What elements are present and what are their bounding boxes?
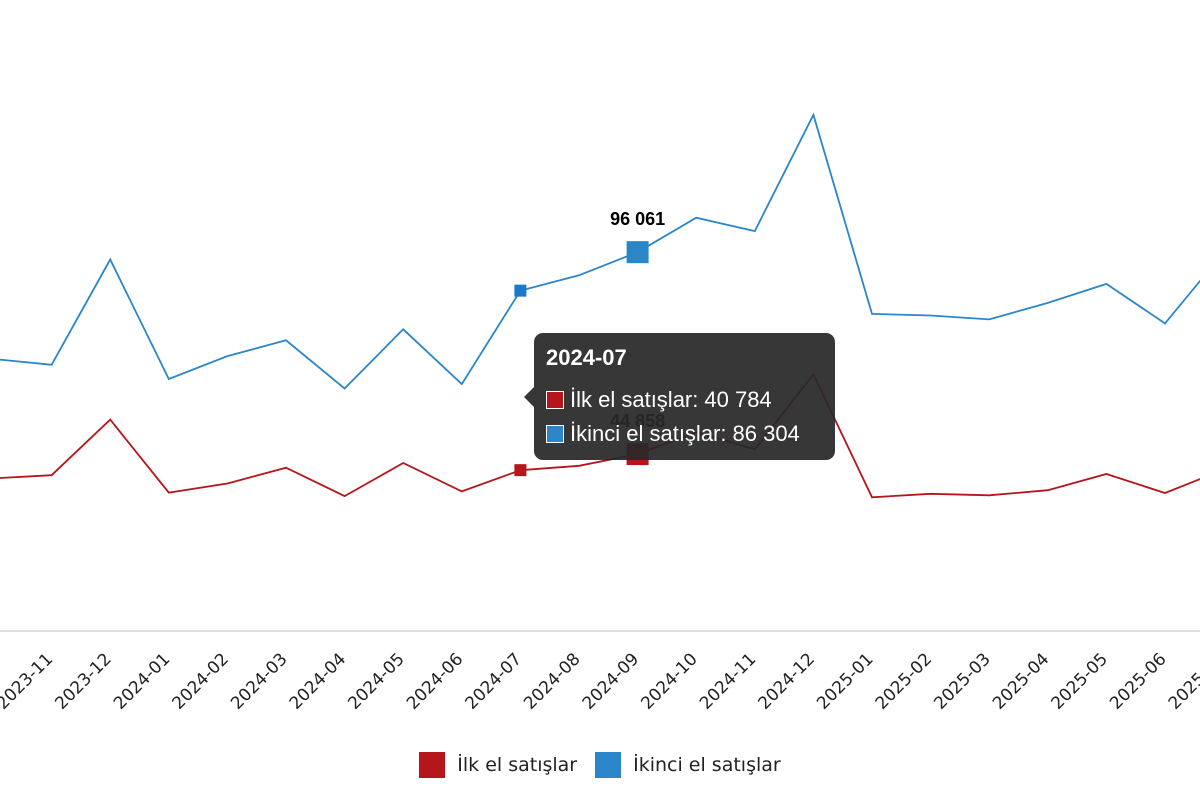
x-tick-label: 2024-08 (520, 649, 584, 713)
x-tick-label: 2025-02 (872, 649, 936, 713)
x-tick-label: 2023-11 (0, 649, 57, 713)
tooltip-title: 2024-07 (546, 345, 627, 370)
hover-marker-ilk-el[interactable] (514, 464, 527, 477)
tooltip-row-ikinci-el: İkinci el satışlar: 86 304 (546, 417, 823, 451)
x-tick-label: 2025-07 (1165, 649, 1200, 713)
x-tick-label: 2024-01 (110, 649, 174, 713)
x-tick-label: 2024-04 (286, 649, 350, 713)
chart-legend: İlk el satışlar İkinci el satışlar (0, 752, 1200, 778)
legend-item-ilk-el[interactable]: İlk el satışlar (419, 752, 577, 778)
legend-item-ikinci-el[interactable]: İkinci el satışlar (595, 752, 781, 778)
x-tick-label: 2025-04 (989, 649, 1053, 713)
tooltip-row-ilk-el: İlk el satışlar: 40 784 (546, 383, 823, 417)
tooltip-label-ilk-el: İlk el satışlar: (570, 387, 699, 412)
x-tick-label: 2024-05 (344, 649, 408, 713)
tooltip-swatch-ilk-el (546, 391, 564, 409)
x-tick-label: 2025-03 (930, 649, 994, 713)
x-tick-label: 2024-06 (403, 649, 467, 713)
tooltip-label-ikinci-el: İkinci el satışlar: (570, 421, 727, 446)
tooltip-arrow (524, 387, 534, 407)
x-tick-label: 2024-10 (637, 649, 701, 713)
tooltip-value-ikinci-el: 86 304 (732, 421, 800, 446)
x-tick-label: 2024-03 (227, 649, 291, 713)
series-line-ikinci-el[interactable] (0, 112, 1200, 390)
legend-label-ilk-el: İlk el satışlar (457, 754, 578, 776)
x-tick-label: 2025-01 (813, 649, 877, 713)
legend-label-ikinci-el: İkinci el satışlar (633, 754, 781, 776)
data-label-ikinci-el: 96 061 (610, 209, 665, 229)
x-tick-label: 2024-09 (579, 649, 643, 713)
legend-swatch-ilk-el (419, 752, 446, 778)
x-tick-label: 2024-12 (755, 649, 819, 713)
x-tick-label: 2024-07 (462, 649, 526, 713)
highlight-marker-ikinci-el[interactable] (626, 241, 649, 264)
x-tick-label: 2025-05 (1048, 649, 1112, 713)
hover-marker-ikinci-el[interactable] (514, 284, 527, 297)
x-tick-label: 2025-06 (1106, 649, 1170, 713)
x-tick-label: 2024-11 (696, 649, 760, 713)
x-tick-label: 2024-02 (169, 649, 233, 713)
legend-swatch-ikinci-el (595, 752, 622, 778)
x-tick-label: 2023-12 (51, 649, 115, 713)
tooltip-value-ilk-el: 40 784 (704, 387, 772, 412)
tooltip-swatch-ikinci-el (546, 425, 564, 443)
chart-tooltip: 2024-07 İlk el satışlar: 40 784 İkinci e… (524, 333, 835, 460)
